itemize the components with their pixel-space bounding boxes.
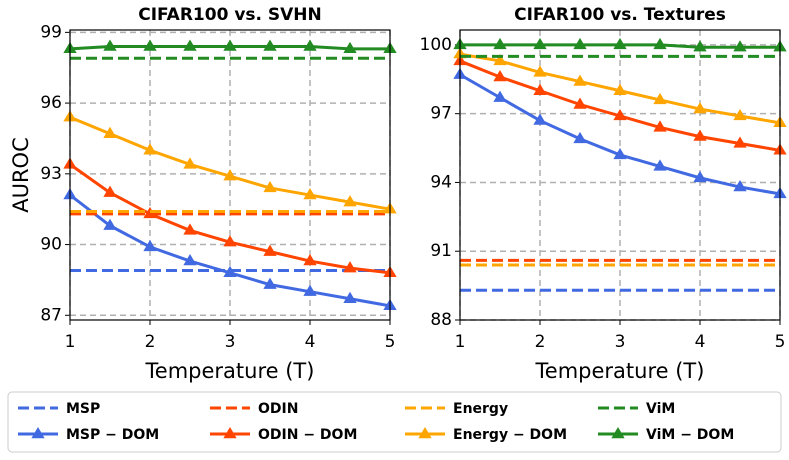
marker [303,188,317,200]
y-tick-label: 97 [430,104,452,124]
y-tick-label: 90 [40,235,62,255]
marker [183,254,197,266]
marker [183,223,197,235]
marker [263,39,277,51]
x-tick-label: 5 [775,332,786,352]
x-axis-label: Temperature (T) [535,359,705,383]
marker [613,83,627,95]
marker [183,39,197,51]
marker [303,39,317,51]
x-tick-label: 3 [225,332,236,352]
marker [143,239,157,252]
legend-label: Energy − DOM [453,427,567,443]
x-tick-label: 4 [695,332,706,352]
marker [493,69,507,82]
marker [103,185,117,197]
legend-label: MSP [66,401,100,417]
marker [343,261,357,273]
marker [493,90,507,102]
legend-box [7,391,782,453]
marker [733,108,747,121]
marker [103,218,117,230]
marker [263,277,277,289]
marker [533,113,547,125]
legend-label: MSP − DOM [66,427,159,443]
marker [183,157,197,169]
y-tick-label: 93 [40,164,62,184]
x-axis-label: Temperature (T) [145,359,315,383]
legend-label: ODIN [258,401,298,417]
marker [653,159,667,171]
marker [223,39,237,51]
x-tick-label: 2 [145,332,156,352]
marker [303,254,317,266]
marker [653,120,667,132]
marker [533,65,547,77]
marker [693,102,707,114]
marker [733,40,747,52]
marker [223,265,237,278]
plot-frame [459,29,781,321]
y-tick-label: 87 [40,305,62,325]
marker [223,235,237,247]
marker [693,40,707,52]
chart-title: CIFAR100 vs. SVHN [138,5,322,25]
legend-label: ViM [646,401,675,417]
y-tick-label: 88 [430,310,452,330]
legend-label: ViM − DOM [646,427,734,443]
marker [343,291,357,303]
marker [143,39,157,51]
marker [103,126,117,138]
marker [653,37,667,50]
marker [343,195,357,207]
legend-marker [223,427,237,439]
marker [263,244,277,256]
marker [733,180,747,192]
legend-marker [611,427,625,439]
marker [533,37,547,50]
x-tick-label: 2 [535,332,546,352]
marker [573,97,587,109]
y-tick-label: 94 [430,172,452,192]
legend-marker [418,427,432,439]
marker [303,284,317,296]
marker [573,74,587,86]
marker [653,92,667,105]
marker [573,131,587,144]
marker [733,136,747,148]
chart-title: CIFAR100 vs. Textures [514,5,726,25]
marker [103,39,117,51]
marker [613,108,627,121]
legend-label: Energy [453,401,508,417]
y-tick-label: 91 [430,241,452,261]
marker [613,147,627,160]
x-tick-label: 1 [65,332,76,352]
x-tick-label: 4 [305,332,316,352]
marker [263,180,277,193]
y-tick-label: 99 [40,22,62,42]
plot-frame [69,29,391,321]
marker [693,170,707,183]
marker [693,129,707,141]
marker [613,37,627,50]
x-tick-label: 5 [385,332,396,352]
x-tick-label: 3 [615,332,626,352]
legend-label: ODIN − DOM [258,427,357,443]
x-tick-label: 1 [455,332,466,352]
y-axis-label: AUROC [9,137,33,213]
marker [343,41,357,54]
marker [493,37,507,50]
y-tick-label: 96 [40,93,62,113]
marker [223,169,237,181]
y-tick-label: 100 [420,35,452,55]
legend-marker [31,427,45,439]
marker [143,143,157,155]
marker [533,83,547,95]
marker [493,53,507,66]
marker [573,37,587,50]
